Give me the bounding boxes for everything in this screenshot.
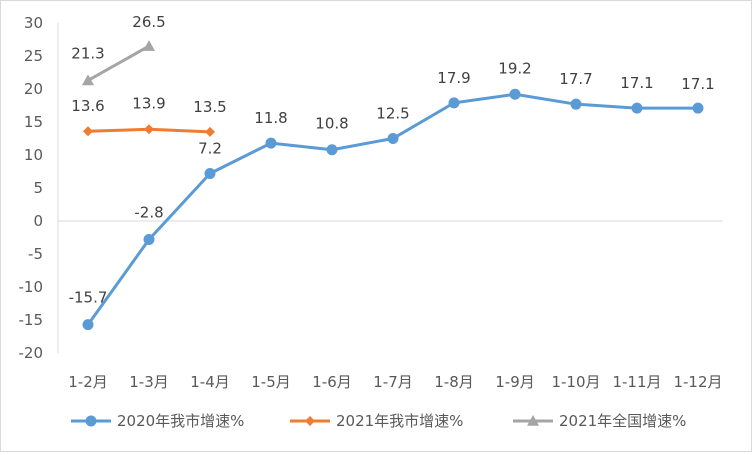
x-tick-label: 1-4月 xyxy=(190,373,230,391)
y-tick-label: -20 xyxy=(19,344,44,362)
y-tick-label: -10 xyxy=(19,278,44,296)
data-point xyxy=(265,137,277,149)
series-1: -15.7 -2.8 7.2 11.8 10.8 12.5 17.9 19.2 17.7 17.1… xyxy=(69,59,715,331)
data-point xyxy=(631,102,643,114)
data-label: 17.1 xyxy=(681,75,714,93)
data-point xyxy=(83,126,93,137)
x-tick-label: 1-3月 xyxy=(129,373,169,391)
series-line xyxy=(87,44,150,82)
data-label: 26.5 xyxy=(132,13,165,31)
data-label: -2.8 xyxy=(134,203,163,221)
y-tick-label: 0 xyxy=(33,212,43,230)
data-label: 13.9 xyxy=(132,94,165,112)
x-tick-label: 1-7月 xyxy=(373,373,413,391)
x-tick-label: 1-5月 xyxy=(251,373,291,391)
y-tick-label: 5 xyxy=(33,179,43,197)
data-point xyxy=(204,167,216,179)
data-point xyxy=(387,133,399,144)
legend-item: 2021年全国增速% xyxy=(513,412,686,430)
data-point xyxy=(143,40,155,51)
data-label: -15.7 xyxy=(69,289,108,307)
data-label: 17.7 xyxy=(559,70,592,88)
data-point xyxy=(143,233,155,245)
y-tick-label: 30 xyxy=(24,14,43,32)
series-2: 13.6 13.9 13.5 xyxy=(71,94,227,137)
data-point xyxy=(82,319,94,331)
data-point xyxy=(82,74,94,86)
x-tick-label: 1-6月 xyxy=(312,373,352,391)
data-label: 17.9 xyxy=(437,69,470,87)
data-point xyxy=(692,102,704,114)
legend-item: 2021年我市增速% xyxy=(290,412,463,430)
legend-marker xyxy=(85,415,97,427)
data-label: 10.8 xyxy=(315,115,348,133)
x-tick-label: 1-9月 xyxy=(495,373,535,391)
x-tick-label: 1-10月 xyxy=(551,373,600,391)
data-label: 21.3 xyxy=(71,44,104,62)
y-tick-label: 10 xyxy=(24,146,43,164)
legend-label: 2021年我市增速% xyxy=(336,412,463,430)
data-point xyxy=(570,98,582,110)
x-tick-label: 1-12月 xyxy=(673,373,722,391)
series-layer: -15.7 -2.8 7.2 11.8 10.8 12.5 17.9 19.2 17.7 17.1… xyxy=(69,13,715,331)
x-tick-label: 1-8月 xyxy=(434,373,474,391)
y-axis-ticks: 30 25 20 15 10 5 0 -5 -10 -15 -20 xyxy=(19,14,44,362)
y-tick-label: -5 xyxy=(28,245,43,263)
y-tick-label: -15 xyxy=(19,311,44,329)
data-point xyxy=(205,126,215,137)
data-label: 17.1 xyxy=(620,74,653,92)
legend-marker xyxy=(305,416,315,426)
data-point xyxy=(448,97,460,109)
y-tick-label: 25 xyxy=(24,47,43,65)
series-3: 21.3 26.5 xyxy=(71,13,166,86)
data-label: 13.5 xyxy=(193,98,226,116)
x-axis-ticks: 1-2月 1-3月 1-4月 1-5月 1-6月 1-7月 1-8月 1-9月 1-10月 1-1… xyxy=(68,373,722,391)
data-point xyxy=(509,88,521,100)
x-tick-label: 1-2月 xyxy=(68,373,108,391)
data-label: 12.5 xyxy=(376,105,409,123)
series-line xyxy=(86,92,698,326)
y-tick-label: 20 xyxy=(24,80,43,98)
legend-label: 2020年我市增速% xyxy=(117,412,244,430)
legend-label: 2021年全国增速% xyxy=(559,412,686,430)
legend: 2020年我市增速% 2021年我市增速% 2021年全国增速% xyxy=(71,412,686,430)
data-label: 19.2 xyxy=(498,59,531,77)
x-tick-label: 1-11月 xyxy=(612,373,661,391)
legend-item: 2020年我市增速% xyxy=(71,412,244,430)
data-label: 7.2 xyxy=(198,139,222,157)
data-label: 11.8 xyxy=(254,109,287,127)
data-point xyxy=(144,124,154,135)
data-label: 13.6 xyxy=(71,97,104,115)
legend-marker xyxy=(527,415,539,426)
data-point xyxy=(326,144,338,156)
y-tick-label: 15 xyxy=(24,113,43,131)
